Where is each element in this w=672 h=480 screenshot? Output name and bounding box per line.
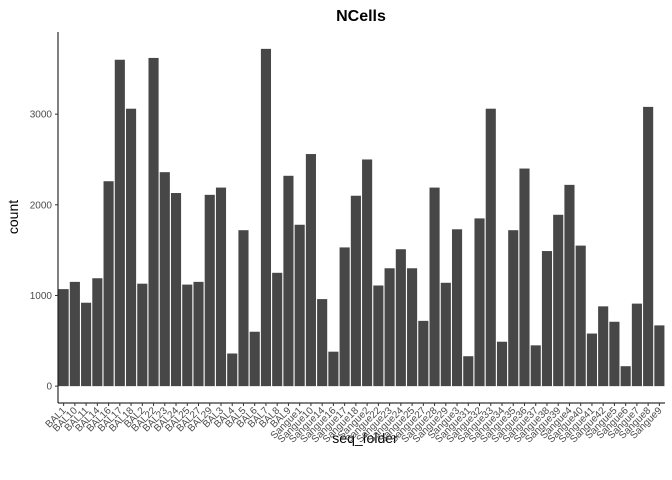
bar	[215, 187, 227, 387]
bar	[474, 218, 485, 387]
bar	[126, 108, 137, 387]
bar	[283, 175, 294, 387]
bar	[429, 187, 440, 387]
bar	[58, 289, 69, 387]
y-tick-label: 3000	[30, 110, 53, 121]
chart-title: NCells	[336, 8, 386, 25]
bar	[159, 172, 170, 387]
bar	[317, 299, 328, 387]
bar	[238, 230, 249, 387]
bar	[620, 366, 631, 387]
bar	[530, 345, 541, 387]
bar	[182, 284, 193, 387]
bar	[294, 224, 305, 387]
bar	[654, 325, 665, 387]
bar	[541, 251, 553, 387]
bar	[631, 303, 642, 387]
bar	[519, 168, 530, 387]
bar	[249, 331, 260, 387]
bar	[114, 59, 125, 387]
bar	[643, 106, 654, 387]
bar	[575, 245, 586, 387]
bar	[586, 333, 597, 387]
bar	[92, 278, 103, 387]
y-tick-label: 0	[46, 382, 52, 393]
x-axis-title: seq_folder	[332, 430, 398, 446]
bar	[272, 272, 283, 387]
bar	[328, 351, 339, 387]
bar	[193, 281, 204, 387]
bar	[204, 194, 215, 387]
bar	[350, 195, 361, 387]
bar	[451, 229, 463, 387]
bar	[384, 268, 395, 387]
bar	[137, 283, 148, 387]
bar	[564, 184, 575, 387]
bar	[440, 282, 451, 387]
bar	[609, 321, 620, 387]
bar	[496, 341, 508, 387]
bar	[395, 249, 406, 387]
bar	[227, 353, 238, 387]
bar	[485, 108, 496, 387]
bar	[339, 247, 350, 387]
bar	[81, 302, 92, 387]
bar	[170, 193, 182, 387]
bar	[148, 57, 159, 387]
bar	[362, 159, 373, 387]
y-tick-label: 1000	[30, 291, 53, 302]
bar	[553, 214, 564, 387]
bar	[373, 285, 384, 387]
y-axis-title: count	[5, 200, 21, 234]
bar	[69, 281, 80, 387]
bar	[463, 356, 474, 387]
bar	[407, 268, 418, 387]
bar	[305, 154, 316, 387]
bar	[103, 181, 114, 387]
y-tick-label: 2000	[30, 200, 53, 211]
bar	[508, 230, 519, 387]
bar	[418, 320, 429, 387]
bar	[598, 306, 609, 387]
bar	[260, 48, 272, 387]
